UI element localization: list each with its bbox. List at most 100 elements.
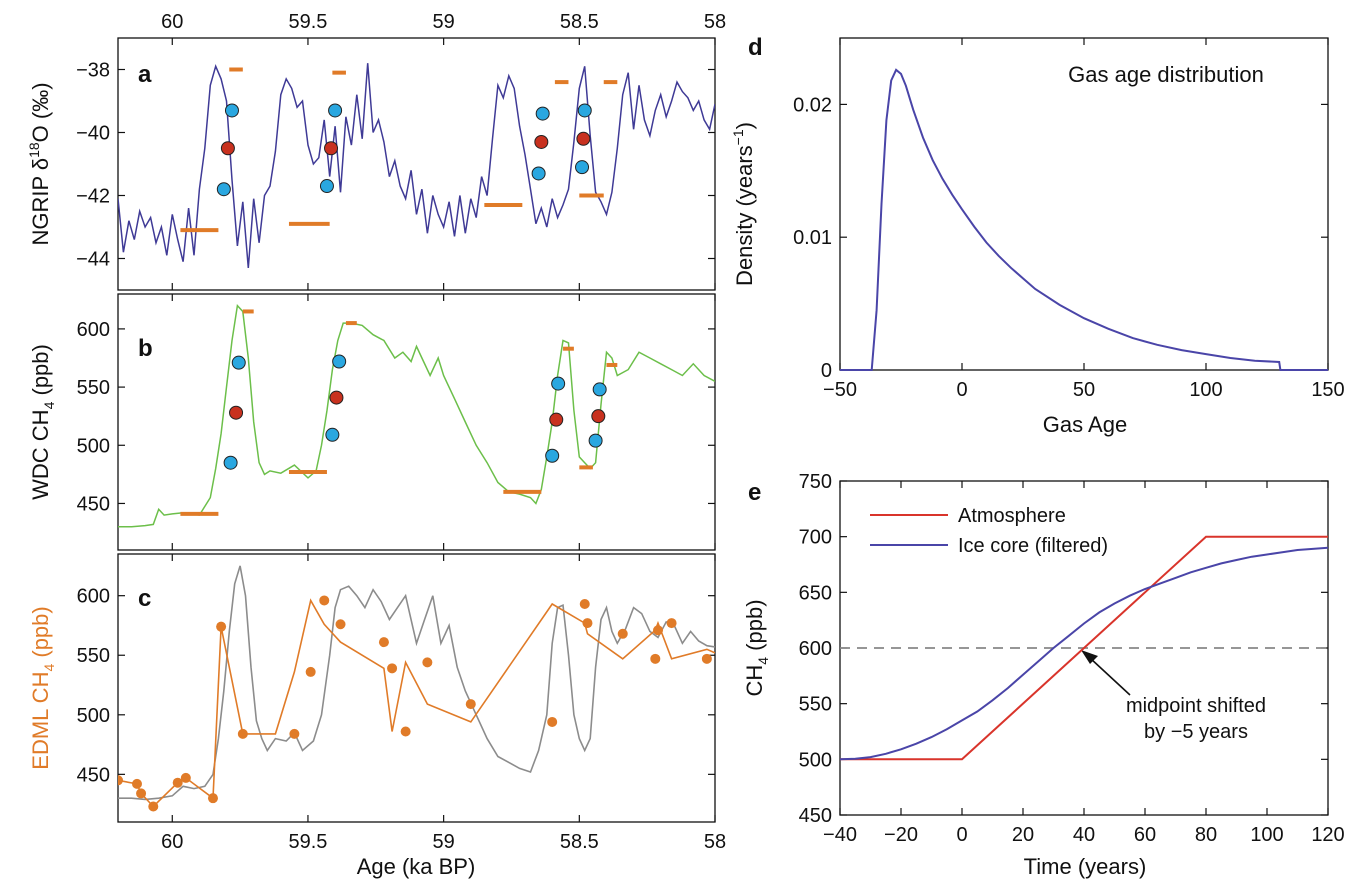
panel-a-frame xyxy=(117,37,716,291)
panel-e-xtick-label-0: −40 xyxy=(823,824,857,846)
legend-atmosphere-label: Atmosphere xyxy=(958,505,1066,527)
panel-letter-a: a xyxy=(138,61,152,88)
panel-b-transition-point-4 xyxy=(329,390,344,405)
panel-c-edml-point-3 xyxy=(148,801,159,812)
panel-d-xtick-label-4: 150 xyxy=(1311,379,1344,401)
legend-icecore-label: Ice core (filtered) xyxy=(958,535,1108,557)
panel-e-ytick-label-6: 750 xyxy=(799,471,832,493)
panel-e-ytick-label-4: 650 xyxy=(799,582,832,604)
panel-d-ylabel-tail: ) xyxy=(732,122,757,129)
panel-a-d18o-series xyxy=(118,63,715,268)
panel-c-edml-point-19 xyxy=(579,599,590,610)
panel-a-transition-point-10 xyxy=(576,131,591,146)
panel-e-ylabel: CH4 (ppb) xyxy=(742,599,771,696)
panel-b-transition-point-2 xyxy=(231,355,246,370)
panel-d-xlabel: Gas Age xyxy=(1043,412,1127,437)
panel-c-wdc-reference-series xyxy=(118,565,715,801)
panel-c-edml-point-20 xyxy=(582,618,593,629)
panel-b-ytick-label-0: 450 xyxy=(77,493,110,515)
panel-e-annotation-line1: midpoint shifted xyxy=(1126,695,1266,717)
panel-e-xtick-label-8: 120 xyxy=(1311,824,1344,846)
panel-b-ytick-label-1: 500 xyxy=(77,435,110,457)
panel-c-ylabel-tail: (ppb) xyxy=(28,606,53,663)
panel-e-ytick-label-2: 550 xyxy=(799,694,832,716)
panel-a-xtick-top-label-4: 58 xyxy=(704,11,726,33)
panel-c-ylabel: EDML CH4 (ppb) xyxy=(28,606,57,769)
panel-a-ytick-label-0: −44 xyxy=(76,249,110,271)
panel-c-edml-point-16 xyxy=(422,657,433,668)
panel-c-edml-point-0 xyxy=(118,775,123,786)
panel-a-transition-point-0 xyxy=(216,182,231,197)
panel-c-edml-point-7 xyxy=(216,621,227,632)
panel-c-edml-point-21 xyxy=(617,628,628,639)
panel-c-edml-point-17 xyxy=(465,699,476,710)
panel-b-wdc-series xyxy=(118,303,715,528)
panel-b-transition-point-8 xyxy=(551,376,566,391)
panel-e-ytick-label-3: 600 xyxy=(799,638,832,660)
panel-d-ytick-label-2: 0.02 xyxy=(793,94,832,116)
panel-e-annotation-line2: by −5 years xyxy=(1144,721,1248,743)
shared-xlabel: Age (ka BP) xyxy=(357,854,476,879)
panel-c-edml-point-15 xyxy=(400,726,411,737)
panel-c-edml-point-22 xyxy=(650,653,661,664)
panel-c-ytick-label-2: 550 xyxy=(77,645,110,667)
panel-letter-b: b xyxy=(138,335,153,362)
panel-a-transition-point-3 xyxy=(319,179,334,194)
panel-e-atmosphere-series xyxy=(840,535,1328,761)
panel-a-ylabel-tail: O (‰) xyxy=(28,82,53,142)
data-layer xyxy=(118,63,1329,812)
panel-e-icecore-series xyxy=(839,546,1329,761)
panel-c-edml-point-14 xyxy=(387,663,398,674)
panel-c-edml-point-24 xyxy=(666,618,677,629)
panel-c-edml-point-2 xyxy=(136,788,147,799)
panel-c-xtick-label-3: 58.5 xyxy=(560,831,599,853)
panel-a-transition-point-4 xyxy=(324,141,339,156)
panel-a-transition-point-1 xyxy=(220,141,235,156)
panel-c-edml-point-18 xyxy=(547,716,558,727)
panel-a-transition-point-9 xyxy=(575,160,590,175)
panel-c-xtick-label-2: 59 xyxy=(433,831,455,853)
panel-e-xtick-label-2: 0 xyxy=(956,824,967,846)
panel-a-ylabel-sup: 18 xyxy=(26,142,42,158)
panel-c-edml-point-12 xyxy=(335,619,346,630)
panel-d-ylabel-main: Density (years xyxy=(732,145,757,286)
panel-e-xtick-label-6: 80 xyxy=(1195,824,1217,846)
panel-c-edml-point-1 xyxy=(131,778,142,789)
panel-d-ylabel: Density (years−1) xyxy=(730,122,757,286)
panel-e-annotation-arrow-shaft xyxy=(1089,657,1131,696)
panel-d-ylabel-sup: −1 xyxy=(730,129,746,145)
panel-a-transition-point-8 xyxy=(535,106,550,121)
panel-c-ytick-label-1: 500 xyxy=(77,705,110,727)
panel-b-ytick-label-2: 550 xyxy=(77,377,110,399)
panel-e-xtick-label-1: −20 xyxy=(884,824,918,846)
panel-b-ylabel-sub: 4 xyxy=(41,401,57,409)
panel-b-transition-point-9 xyxy=(588,433,603,448)
panel-b-transition-point-6 xyxy=(545,448,560,463)
panel-c-ylabel-sub: 4 xyxy=(41,664,57,672)
panel-b-transition-point-11 xyxy=(592,382,607,397)
panel-c-xtick-label-0: 60 xyxy=(161,831,183,853)
panel-d-xtick-label-3: 100 xyxy=(1189,379,1222,401)
panel-e-xtick-label-7: 100 xyxy=(1250,824,1283,846)
panel-c-xtick-label-1: 59.5 xyxy=(288,831,327,853)
panel-c-edml-point-8 xyxy=(237,728,248,739)
panel-e-ytick-label-5: 700 xyxy=(799,527,832,549)
panel-c-edml-point-9 xyxy=(289,728,300,739)
panel-a-ytick-label-1: −42 xyxy=(76,186,110,208)
panel-d-density-curve xyxy=(840,68,1328,371)
panel-c-ytick-label-3: 600 xyxy=(77,586,110,608)
panel-c-xtick-label-4: 58 xyxy=(704,831,726,853)
panel-e-annotation-arrowhead xyxy=(1081,650,1098,664)
panel-b-transition-point-0 xyxy=(223,455,238,470)
panel-letter-d: d xyxy=(748,34,763,61)
panel-c-ylabel-main: EDML CH xyxy=(28,672,53,770)
panel-d-xtick-label-0: −50 xyxy=(823,379,857,401)
panel-c-edml-point-23 xyxy=(653,625,664,636)
panel-e-ylabel-main: CH xyxy=(742,665,767,697)
panel-b-ytick-label-3: 600 xyxy=(77,319,110,341)
panel-a-ylabel: NGRIP δ18O (‰) xyxy=(26,82,53,245)
panel-a-ytick-label-2: −40 xyxy=(76,123,110,145)
panel-a-xtick-top-label-2: 59 xyxy=(433,11,455,33)
panel-d-ytick-label-1: 0.01 xyxy=(793,227,832,249)
